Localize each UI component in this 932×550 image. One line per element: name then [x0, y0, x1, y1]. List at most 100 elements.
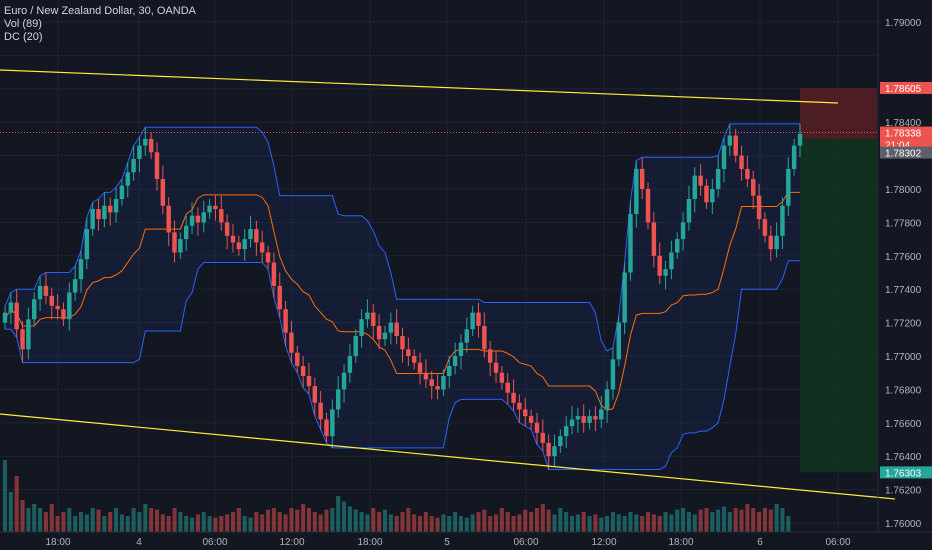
candle: [639, 157, 645, 200]
volume-bar: [768, 509, 773, 532]
price-tag-bg: [880, 81, 932, 94]
volume-bar: [587, 516, 592, 532]
position-tool: [800, 87, 877, 473]
candle-body: [411, 356, 417, 363]
candle: [628, 200, 633, 281]
candle-body: [137, 145, 142, 159]
take-profit-zone: [800, 138, 877, 473]
symbol-title: Euro / New Zealand Dollar, 30, OANDA: [4, 5, 196, 17]
volume-bar: [388, 514, 393, 532]
volume-bar: [453, 512, 458, 532]
candle: [493, 350, 499, 383]
candle-body: [382, 332, 388, 340]
candle-body: [277, 285, 282, 310]
volume-bar: [645, 512, 651, 532]
candle: [166, 197, 171, 246]
candle-body: [599, 409, 604, 420]
candle-body: [739, 155, 744, 169]
volume-bar: [43, 512, 48, 532]
candle: [125, 162, 130, 198]
volume-bar: [464, 517, 469, 532]
candle-body: [37, 285, 43, 300]
candle-body: [189, 215, 195, 226]
candle: [774, 222, 779, 258]
volume-bar: [698, 509, 703, 532]
candle: [464, 317, 470, 353]
candle-body: [259, 242, 265, 253]
candle: [107, 197, 113, 226]
volume-bar: [271, 508, 276, 532]
candle-body: [143, 138, 148, 146]
candle-body: [756, 195, 762, 220]
volume-bar: [476, 512, 481, 532]
candle-body: [435, 386, 440, 390]
volume-bar: [599, 517, 604, 532]
candle: [2, 305, 8, 330]
candle-body: [406, 349, 411, 356]
candle-body: [534, 422, 540, 433]
candle: [599, 396, 604, 428]
candle-body: [680, 222, 686, 240]
candle-body: [254, 229, 259, 243]
candle: [295, 345, 300, 373]
price-tag-label: 1.78338: [885, 129, 922, 140]
candle-body: [213, 205, 218, 210]
candle: [353, 329, 358, 363]
donchian-indicator-label[interactable]: DC (20): [4, 31, 43, 43]
volume-indicator-label[interactable]: Vol (89): [4, 18, 42, 30]
volume-bar: [435, 517, 440, 532]
donchian-lower-line: [5, 260, 800, 471]
candle: [96, 199, 101, 231]
candle: [131, 145, 136, 181]
volume-bar: [84, 514, 89, 532]
candle: [517, 394, 522, 423]
candle-body: [616, 322, 622, 360]
volume-bar: [55, 516, 60, 532]
candle: [411, 349, 417, 370]
candle-body: [154, 152, 160, 179]
candle-body: [669, 252, 674, 270]
time-tick-label: 4: [136, 537, 142, 548]
candle-body: [774, 235, 779, 250]
candle: [318, 391, 323, 430]
candle: [306, 362, 312, 395]
candle-body: [265, 252, 271, 263]
volume-bar: [119, 514, 124, 532]
candle-body: [61, 309, 66, 320]
candle-body: [90, 209, 95, 230]
volume-bar: [423, 512, 428, 532]
candle-body: [148, 138, 154, 153]
candle-body: [569, 419, 575, 427]
candle-body: [470, 312, 475, 330]
candle-body: [131, 158, 136, 173]
candle: [388, 312, 394, 345]
candle-body: [733, 135, 738, 156]
candle-body: [786, 168, 791, 206]
candle-body: [563, 426, 569, 437]
candle: [37, 275, 43, 311]
price-tick-label: 1.76000: [885, 519, 922, 530]
candle-body: [622, 272, 627, 323]
time-tick-label: 12:00: [591, 537, 616, 548]
volume-bar: [225, 514, 230, 532]
volume-bar: [190, 517, 195, 532]
candle-body: [371, 312, 376, 326]
volume-bar: [184, 516, 189, 532]
candle: [552, 434, 557, 467]
candle-body: [219, 209, 224, 223]
candle-body: [686, 199, 692, 223]
volume-bar: [622, 516, 627, 532]
candle: [49, 287, 54, 320]
volume-bar: [67, 508, 72, 532]
candle: [663, 260, 668, 290]
volume-bar: [114, 508, 119, 532]
price-axis: 1.79000 1.78400 1.78000 1.77800 1.77600 1.774…: [877, 0, 932, 550]
candle: [312, 377, 318, 417]
candle-body: [96, 209, 101, 220]
candle: [791, 138, 797, 176]
candle-body: [715, 168, 721, 189]
candle: [195, 207, 201, 236]
candle: [154, 142, 160, 191]
volume-bar: [786, 516, 791, 532]
